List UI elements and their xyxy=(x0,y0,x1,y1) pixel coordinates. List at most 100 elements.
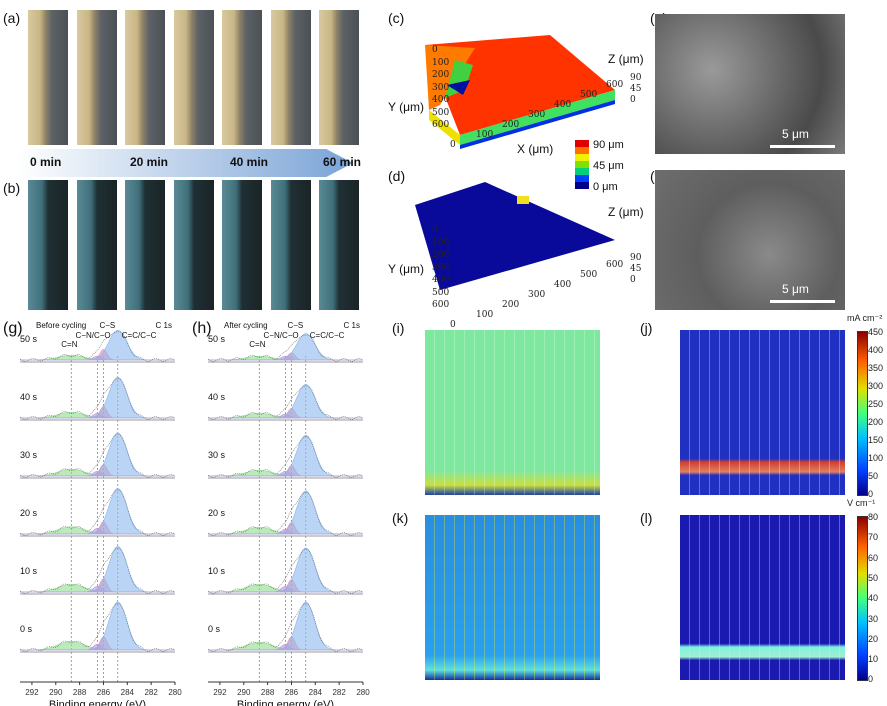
colorbar-tick: 250 xyxy=(868,399,884,409)
x-tick-label: 288 xyxy=(261,688,275,697)
colorbar-tick: 50 xyxy=(868,572,879,583)
peak-label: C−S xyxy=(287,321,303,330)
x-axis-label: Binding energy (eV) xyxy=(237,699,334,706)
peak-label: C=N xyxy=(249,340,265,349)
scale-bar-label: 5 μm xyxy=(782,282,809,296)
spectrum-1 xyxy=(19,378,174,420)
peak-label: C−N/C−O xyxy=(76,331,111,340)
x-tick: 100 xyxy=(476,130,494,140)
peak-component-3 xyxy=(20,376,175,419)
series-label: 30 s xyxy=(20,450,38,460)
peak-component-3 xyxy=(208,547,363,593)
series-label: 40 s xyxy=(20,392,38,402)
chart-title: After cycling xyxy=(224,321,268,330)
legend-swatch xyxy=(575,168,589,175)
z-tick: 45 xyxy=(630,264,642,274)
y-tick: 100 xyxy=(432,57,450,68)
panel-label-h: (h) xyxy=(192,320,212,337)
peak-component-3 xyxy=(208,601,363,651)
peak-component-3 xyxy=(20,546,175,593)
peak-component-3 xyxy=(208,333,363,361)
z-tick: 90 xyxy=(630,253,642,263)
peak-label: C=N xyxy=(61,340,77,349)
y-tick: 200 xyxy=(432,250,450,260)
x-tick-label: 288 xyxy=(73,688,87,697)
colorbar-tick: 450 xyxy=(868,327,884,337)
series-label: 20 s xyxy=(20,508,38,518)
series-label: 50 s xyxy=(20,334,38,344)
colorbar-tick: 80 xyxy=(868,512,879,522)
z-axis-label-d: Z (μm) xyxy=(608,205,644,219)
panel-label-k: (k) xyxy=(392,510,409,526)
series-label: 50 s xyxy=(208,334,226,344)
legend-label: 0 μm xyxy=(593,181,618,193)
electric-field-map-l xyxy=(680,515,845,680)
y-axis-label-d: Y (μm) xyxy=(388,262,425,276)
peak-label: C=C/C−C xyxy=(122,331,157,340)
series-label: 0 s xyxy=(20,624,33,634)
panel-label-d: (d) xyxy=(388,168,406,184)
y-tick: 400 xyxy=(432,95,450,105)
x-tick: 400 xyxy=(554,100,572,110)
legend-swatch xyxy=(575,175,589,182)
spectrum-5 xyxy=(19,603,174,652)
y-tick: 0 xyxy=(432,225,438,235)
peak-label: C−S xyxy=(99,321,115,330)
optical-image-strip xyxy=(125,10,165,145)
x-tick-label: 292 xyxy=(25,688,39,697)
colorbar-tick: 300 xyxy=(868,381,884,391)
optical-image-strip xyxy=(173,180,214,310)
time-label: 60 min xyxy=(323,155,362,169)
colorbar-tick: 200 xyxy=(868,417,884,427)
x-tick: 200 xyxy=(502,300,520,310)
scale-bar xyxy=(770,300,835,303)
x-tick: 600 xyxy=(606,260,624,270)
x-tick: 500 xyxy=(580,270,598,280)
legend-swatch xyxy=(575,182,589,189)
spectrum-4 xyxy=(207,548,362,594)
x-axis-label-c: X (μm) xyxy=(517,142,554,156)
x-tick: 400 xyxy=(554,280,572,290)
colorbar-tick: 350 xyxy=(868,363,884,373)
panel-label-a: (a) xyxy=(3,10,21,26)
legend-swatch xyxy=(575,140,589,147)
optical-image-strip xyxy=(270,180,311,310)
x-tick-label: 284 xyxy=(309,688,323,697)
z-tick: 45 xyxy=(630,84,642,94)
legend-swatch xyxy=(575,147,589,154)
spectrum-0 xyxy=(19,331,174,362)
colorbar-tick: 30 xyxy=(868,613,879,624)
xps-plot: 50 s 40 s 30 s 20 s 10 s 0 s 292 290 288 286 284 28… xyxy=(19,321,182,706)
time-arrow xyxy=(18,149,353,177)
y-tick: 500 xyxy=(432,107,450,118)
x-tick-label: 280 xyxy=(356,688,370,697)
time-label: 20 min xyxy=(130,155,169,169)
y-tick: 400 xyxy=(432,275,450,285)
peak-label: C−N/C−O xyxy=(264,331,299,340)
series-label: 0 s xyxy=(208,624,221,634)
z-tick: 0 xyxy=(630,275,636,285)
topography-d xyxy=(415,182,615,290)
colorbar-tick: 40 xyxy=(868,593,879,604)
optical-image-strip xyxy=(319,10,359,145)
x-tick-label: 282 xyxy=(332,688,346,697)
colorbar-tick: 0 xyxy=(868,674,874,685)
peak-component-3 xyxy=(20,601,175,651)
current-density-map-j xyxy=(680,330,845,495)
y-tick: 600 xyxy=(432,300,450,310)
spectrum-2 xyxy=(207,436,362,478)
panel-label-b: (b) xyxy=(3,180,21,196)
y-tick: 0 xyxy=(432,45,438,55)
optical-image-strip xyxy=(76,180,117,310)
colorbar-l xyxy=(857,516,868,681)
scale-bar-label: 5 μm xyxy=(782,127,809,141)
optical-image-strip xyxy=(125,180,165,310)
x-tick: 200 xyxy=(502,120,520,130)
y-axis-label-c: Y (μm) xyxy=(388,100,425,114)
colorbar-tick: 150 xyxy=(868,435,884,445)
peak-component-3 xyxy=(208,384,363,419)
x-axis-label: Binding energy (eV) xyxy=(49,699,146,706)
legend-label: 45 μm xyxy=(593,160,624,172)
spectrum-1 xyxy=(207,385,362,420)
y-tick: 600 xyxy=(432,120,450,130)
